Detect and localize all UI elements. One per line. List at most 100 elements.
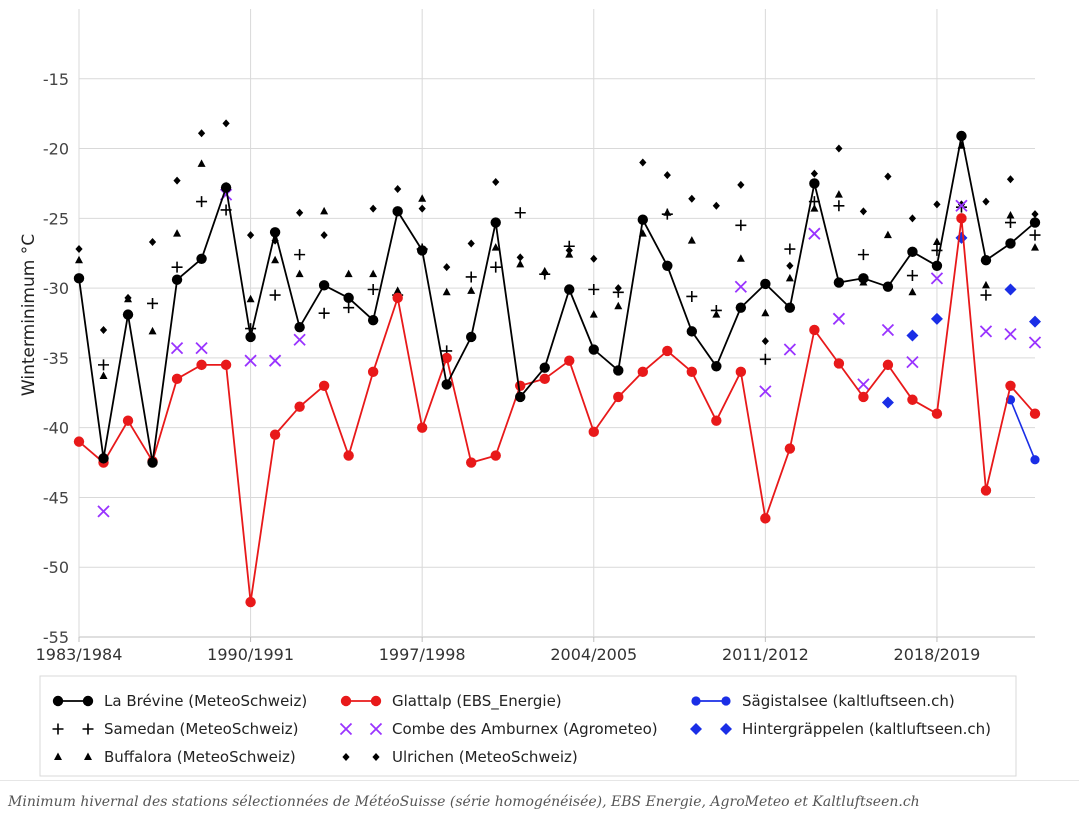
data-point — [735, 366, 747, 378]
legend-item: Combe des Amburnex (Agrometeo) — [339, 720, 658, 738]
series-4 — [97, 188, 1042, 518]
data-point — [343, 450, 354, 461]
data-point — [612, 286, 624, 298]
data-point — [931, 260, 943, 271]
grid-layer — [78, 9, 1035, 642]
series-6 — [75, 141, 1039, 380]
data-point — [881, 396, 894, 409]
data-point — [979, 325, 993, 338]
data-point — [75, 245, 83, 254]
data-point — [639, 158, 647, 167]
data-point — [97, 505, 110, 518]
data-point — [320, 231, 328, 240]
data-point — [564, 355, 575, 366]
data-point — [637, 366, 648, 378]
series-5 — [881, 231, 1041, 409]
data-point — [662, 345, 673, 357]
legend-label: Ulrichen (MeteoSchweiz) — [392, 748, 578, 766]
data-point — [124, 293, 132, 302]
data-point — [930, 312, 943, 325]
data-point — [147, 457, 158, 468]
data-point — [1029, 229, 1041, 241]
data-point — [613, 391, 624, 403]
data-point — [884, 172, 892, 181]
data-point — [908, 214, 917, 223]
data-point — [515, 380, 526, 391]
data-point — [908, 287, 917, 296]
data-point — [246, 231, 255, 240]
data-point — [663, 171, 671, 180]
data-point — [760, 513, 771, 524]
data-point — [294, 321, 305, 333]
data-point — [1006, 175, 1015, 184]
y-axis-label: Winterminimum °C — [19, 234, 39, 396]
y-tick-label: -25 — [43, 209, 69, 228]
legend-item: Hintergräppelen (kaltluftseen.ch) — [690, 720, 991, 738]
data-point — [980, 255, 992, 266]
data-point — [343, 302, 355, 314]
data-point — [490, 217, 501, 228]
chart-svg: -55 -50 -45 -40 -35 -30 -25 -20 -15 1983/1984 199… — [19, 9, 1042, 777]
data-point — [196, 196, 208, 208]
data-point — [1029, 217, 1041, 228]
data-point — [294, 401, 305, 412]
data-point — [737, 180, 745, 189]
data-point — [686, 366, 698, 378]
data-point — [418, 204, 426, 213]
data-point — [785, 273, 794, 282]
data-point — [466, 457, 477, 468]
data-point — [1030, 455, 1040, 465]
data-point — [122, 415, 134, 426]
data-point — [833, 200, 845, 212]
data-point — [761, 337, 769, 346]
data-point — [711, 415, 722, 426]
legend: La Brévine (MeteoSchweiz) Glattalp (EBS_E… — [39, 675, 1017, 777]
data-point — [857, 249, 869, 261]
data-point — [392, 206, 403, 217]
data-point — [343, 292, 354, 304]
y-tick-label: -30 — [43, 279, 69, 298]
legend-label: Glattalp (EBS_Energie) — [392, 692, 562, 711]
legend-marker — [370, 695, 382, 707]
data-point — [170, 341, 184, 355]
data-point — [539, 362, 550, 373]
data-point — [147, 297, 159, 309]
data-point — [492, 178, 500, 187]
data-point — [173, 229, 182, 237]
data-point — [982, 197, 990, 206]
data-point — [809, 324, 820, 336]
data-point — [786, 261, 794, 270]
data-point — [932, 237, 941, 246]
data-point — [588, 426, 599, 438]
data-point — [783, 343, 797, 356]
data-point — [1031, 210, 1039, 219]
data-point — [710, 304, 722, 316]
data-point — [344, 269, 353, 278]
series-line — [1009, 399, 1036, 461]
legend-label: Samedan (MeteoSchweiz) — [104, 720, 299, 738]
legend-marker — [372, 753, 380, 761]
data-point — [392, 292, 403, 304]
data-point — [833, 358, 845, 369]
data-point — [761, 308, 770, 317]
data-point — [590, 254, 598, 263]
data-point — [637, 214, 648, 225]
data-point — [98, 359, 110, 371]
data-point — [1029, 408, 1041, 419]
series-3 — [98, 196, 1041, 371]
y-tick-labels: -55 -50 -45 -40 -35 -30 -25 -20 -15 — [43, 70, 69, 647]
data-point — [1005, 380, 1016, 391]
data-point — [907, 246, 918, 258]
data-point — [367, 284, 379, 296]
series-line — [78, 217, 1036, 603]
data-point — [858, 391, 869, 403]
data-point — [1006, 211, 1015, 219]
data-point — [809, 178, 820, 189]
data-point — [784, 443, 796, 454]
data-point — [318, 307, 330, 319]
data-point — [269, 429, 281, 440]
data-point — [466, 331, 477, 343]
data-point — [881, 323, 895, 337]
data-point — [589, 310, 598, 318]
y-tick-label: -35 — [43, 349, 69, 368]
